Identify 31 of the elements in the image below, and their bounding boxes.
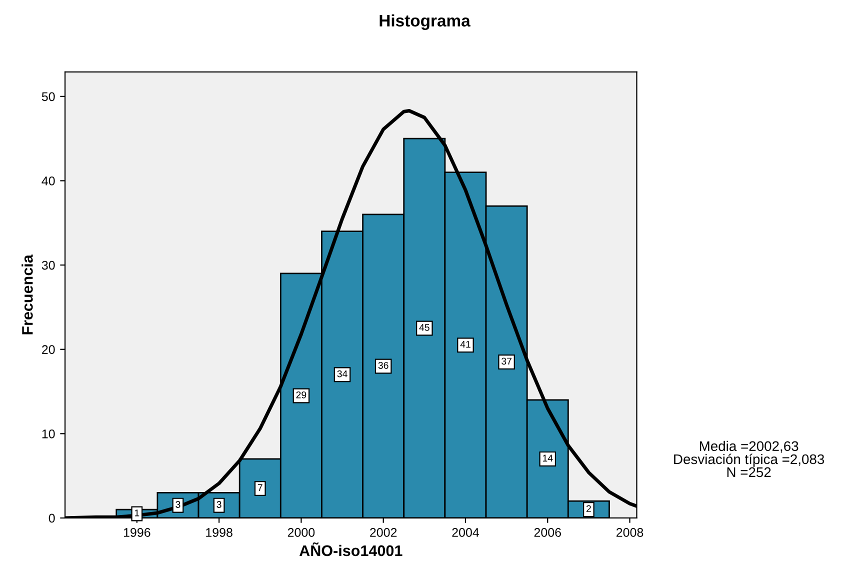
data-label: 7 <box>258 484 262 491</box>
data-label: 45 <box>419 324 430 331</box>
x-tick-label: 1996 <box>124 528 150 537</box>
x-tick-label: 1998 <box>206 528 232 537</box>
y-tick-label: 50 <box>42 92 55 102</box>
data-label: 37 <box>502 358 512 365</box>
y-tick-label: 0 <box>48 514 55 523</box>
y-tick-label: 20 <box>42 345 55 354</box>
y-tick-label: 30 <box>42 260 55 270</box>
data-label: 36 <box>378 362 388 369</box>
data-label: 34 <box>337 370 348 378</box>
data-label: 41 <box>460 340 470 348</box>
text: N =252 <box>727 467 771 478</box>
x-tick-label: 2006 <box>534 528 561 537</box>
text: Media =2002,63 <box>700 440 798 453</box>
data-label: 1 <box>134 510 140 516</box>
data-label: 29 <box>296 391 306 398</box>
x-tick-label: 2004 <box>452 528 480 537</box>
x-axis-title: AÑO-iso14001 <box>299 542 402 556</box>
chart-title: Histograma <box>380 14 470 30</box>
y-tick-label: 10 <box>42 429 55 438</box>
x-tick-label: 2000 <box>288 528 315 537</box>
y-axis-title: Frecuencia <box>22 254 33 334</box>
text: Desviación típica =2,083 <box>674 454 824 467</box>
data-label: 3 <box>176 501 180 508</box>
data-label: 3 <box>216 501 222 508</box>
data-label: 2 <box>586 505 591 512</box>
data-label: 14 <box>542 454 553 462</box>
x-tick-label: 2002 <box>370 528 397 537</box>
y-tick-label: 40 <box>42 176 55 186</box>
x-tick-label: 2008 <box>616 528 644 537</box>
